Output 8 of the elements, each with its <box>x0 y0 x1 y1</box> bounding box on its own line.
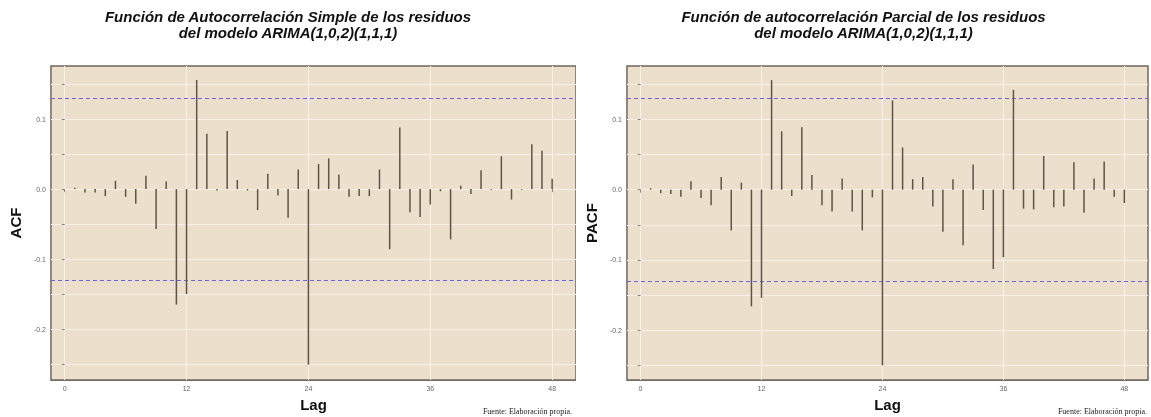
chart-title: Función de autocorrelación Parcial de los residuos del modelo ARIMA(1,0,2)(1,1,1) <box>681 7 1046 41</box>
chart-title: Función de Autocorrelación Simple de los residuos del modelo ARIMA(1,0,2)(1,1,1) <box>104 7 472 41</box>
x-axis-title: Lag <box>300 396 327 413</box>
source-note: Fuente: Elaboración propia. <box>482 406 573 416</box>
x-axis-title: Lag <box>874 396 901 413</box>
y-axis-title: PACF <box>583 203 600 243</box>
source-note: Fuente: Elaboración propia. <box>1057 406 1148 416</box>
y-axis-title: ACF <box>7 207 24 239</box>
